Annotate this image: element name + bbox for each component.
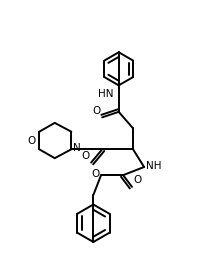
Text: O: O <box>92 106 100 116</box>
Text: O: O <box>27 136 35 146</box>
Text: N: N <box>73 143 81 153</box>
Text: O: O <box>82 151 90 161</box>
Text: HN: HN <box>98 89 113 99</box>
Text: O: O <box>92 169 100 179</box>
Text: NH: NH <box>146 161 161 171</box>
Text: O: O <box>133 175 141 185</box>
